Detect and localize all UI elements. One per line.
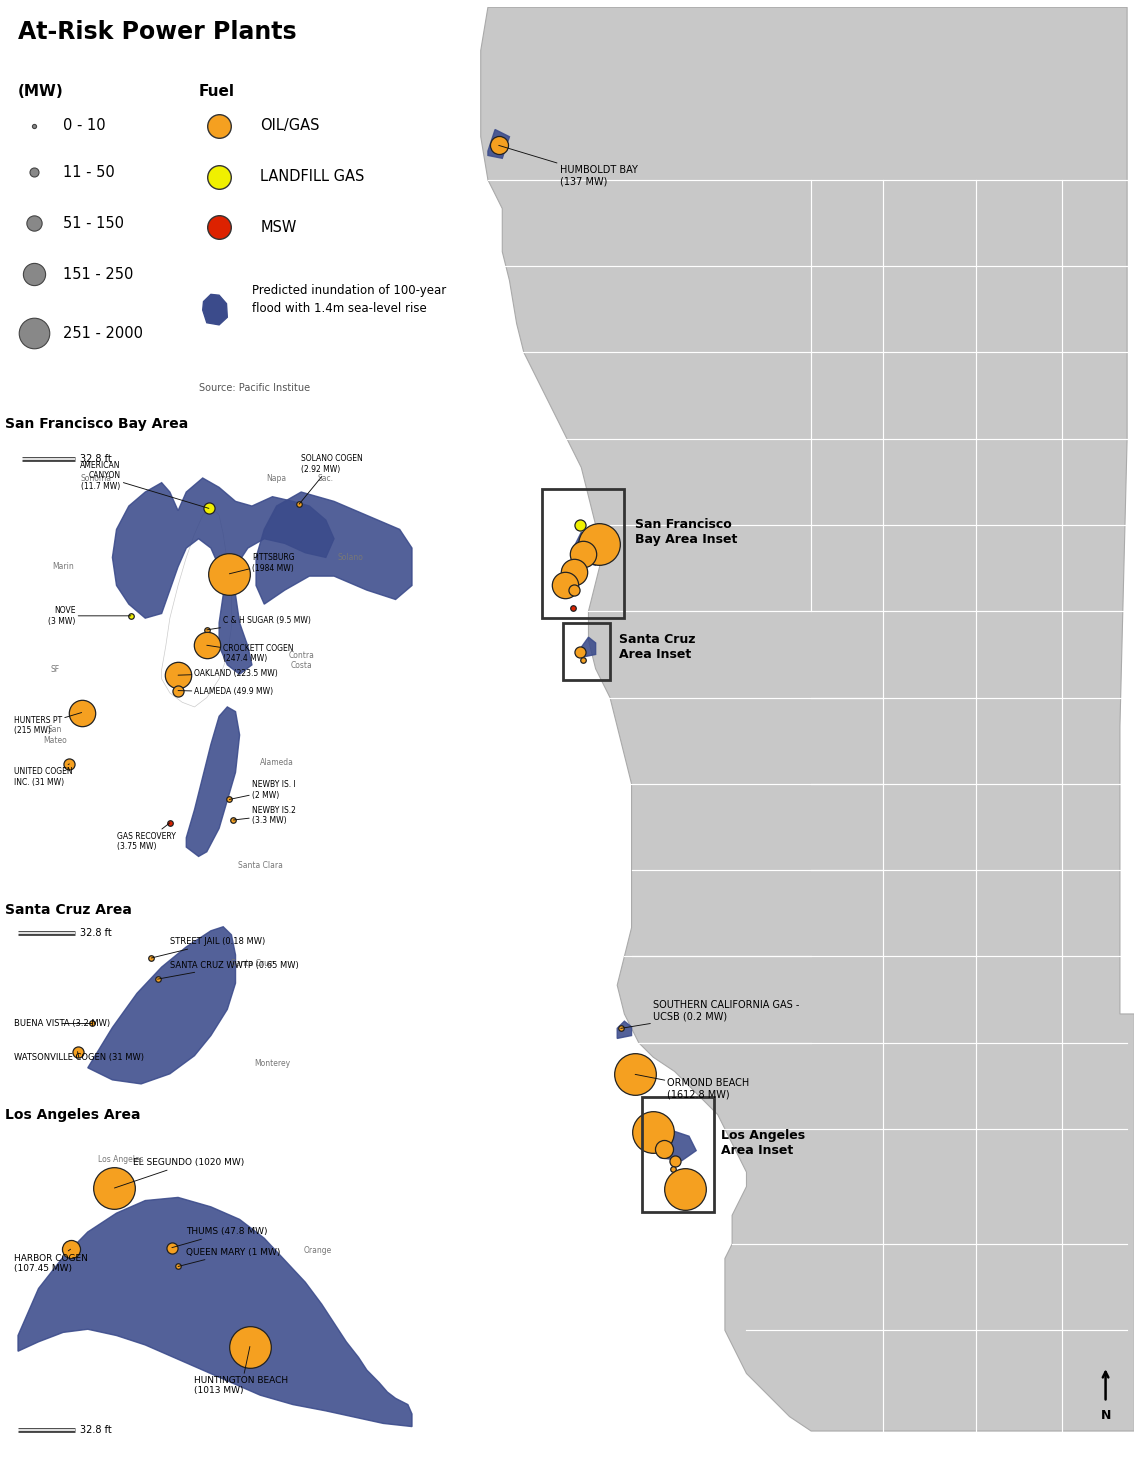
Text: AMERICAN
CANYON
(11.7 MW): AMERICAN CANYON (11.7 MW) bbox=[80, 461, 209, 508]
Text: SF: SF bbox=[50, 666, 59, 675]
Text: Santa Cruz Area: Santa Cruz Area bbox=[5, 902, 132, 917]
Bar bbox=[642, 1098, 714, 1212]
Text: 151 - 250: 151 - 250 bbox=[63, 267, 133, 282]
Bar bbox=[542, 489, 625, 619]
Text: Fuel: Fuel bbox=[198, 83, 235, 98]
Text: UNITED COGEN
INC. (31 MW): UNITED COGEN INC. (31 MW) bbox=[14, 764, 73, 787]
Polygon shape bbox=[88, 927, 236, 1083]
Polygon shape bbox=[653, 1129, 697, 1161]
Text: NEWBY IS.2
(3.3 MW): NEWBY IS.2 (3.3 MW) bbox=[234, 806, 295, 825]
Text: HUMBOLDT BAY
(137 MW): HUMBOLDT BAY (137 MW) bbox=[498, 146, 637, 187]
Text: 32.8 ft: 32.8 ft bbox=[80, 927, 112, 937]
Text: Alameda: Alameda bbox=[260, 759, 293, 768]
Text: Orange: Orange bbox=[303, 1247, 332, 1256]
Text: LANDFILL GAS: LANDFILL GAS bbox=[260, 169, 365, 184]
Text: THUMS (47.8 MW): THUMS (47.8 MW) bbox=[172, 1228, 268, 1248]
Text: (MW): (MW) bbox=[18, 83, 64, 98]
Text: 251 - 2000: 251 - 2000 bbox=[63, 326, 144, 340]
Polygon shape bbox=[488, 130, 510, 158]
Text: Santa Clara: Santa Clara bbox=[238, 861, 283, 870]
Text: OAKLAND (223.5 MW): OAKLAND (223.5 MW) bbox=[178, 669, 278, 677]
Text: Santa Cruz: Santa Cruz bbox=[231, 959, 272, 968]
Text: C & H SUGAR (9.5 MW): C & H SUGAR (9.5 MW) bbox=[206, 616, 311, 629]
Text: Los Angeles
Area Inset: Los Angeles Area Inset bbox=[722, 1130, 806, 1158]
Text: STREET JAIL (0.18 MW): STREET JAIL (0.18 MW) bbox=[152, 937, 266, 958]
Text: HARBOR COGEN
(107.45 MW): HARBOR COGEN (107.45 MW) bbox=[14, 1250, 88, 1273]
Text: Napa: Napa bbox=[267, 473, 286, 482]
Text: Sac.: Sac. bbox=[318, 473, 334, 482]
Text: NEWBY IS. I
(2 MW): NEWBY IS. I (2 MW) bbox=[229, 781, 295, 800]
Text: ORMOND BEACH
(1612.8 MW): ORMOND BEACH (1612.8 MW) bbox=[635, 1075, 750, 1099]
Polygon shape bbox=[575, 533, 603, 565]
Polygon shape bbox=[638, 1064, 653, 1082]
Text: EL SEGUNDO (1020 MW): EL SEGUNDO (1020 MW) bbox=[114, 1158, 244, 1188]
Text: Monterey: Monterey bbox=[254, 1060, 291, 1069]
Polygon shape bbox=[256, 492, 412, 604]
Text: QUEEN MARY (1 MW): QUEEN MARY (1 MW) bbox=[178, 1248, 280, 1266]
Text: HUNTERS PT
(215 MW): HUNTERS PT (215 MW) bbox=[14, 712, 82, 736]
Polygon shape bbox=[162, 507, 231, 707]
Text: San Francisco Bay Area: San Francisco Bay Area bbox=[5, 418, 188, 431]
Text: NOVE
(3 MW): NOVE (3 MW) bbox=[48, 606, 131, 625]
Text: Santa Cruz
Area Inset: Santa Cruz Area Inset bbox=[619, 634, 695, 661]
Text: HUNTINGTON BEACH
(1013 MW): HUNTINGTON BEACH (1013 MW) bbox=[195, 1346, 288, 1396]
Text: Solano: Solano bbox=[337, 553, 364, 562]
Polygon shape bbox=[113, 477, 334, 675]
Text: At-Risk Power Plants: At-Risk Power Plants bbox=[18, 20, 296, 44]
Text: N: N bbox=[1100, 1409, 1110, 1422]
Text: Predicted inundation of 100-year
flood with 1.4m sea-level rise: Predicted inundation of 100-year flood w… bbox=[252, 283, 446, 315]
Text: Los Angeles Area: Los Angeles Area bbox=[5, 1108, 140, 1123]
Polygon shape bbox=[581, 637, 595, 657]
Text: Sonoma: Sonoma bbox=[81, 473, 112, 482]
Text: 11 - 50: 11 - 50 bbox=[63, 165, 115, 180]
Text: Los Angeles: Los Angeles bbox=[98, 1155, 144, 1164]
Text: BUENA VISTA (3.2 MW): BUENA VISTA (3.2 MW) bbox=[14, 1019, 111, 1028]
Text: GAS RECOVERY
(3.75 MW): GAS RECOVERY (3.75 MW) bbox=[116, 823, 176, 851]
Bar bbox=[563, 623, 610, 680]
Text: Source: Pacific Institue: Source: Pacific Institue bbox=[198, 384, 310, 393]
Text: SANTA CRUZ WWTP (0.65 MW): SANTA CRUZ WWTP (0.65 MW) bbox=[157, 961, 299, 980]
Polygon shape bbox=[186, 707, 239, 857]
Text: MSW: MSW bbox=[260, 220, 296, 235]
Polygon shape bbox=[617, 1021, 632, 1038]
Text: 32.8 ft: 32.8 ft bbox=[80, 454, 112, 464]
Text: SOUTHERN CALIFORNIA GAS -
UCSB (0.2 MW): SOUTHERN CALIFORNIA GAS - UCSB (0.2 MW) bbox=[621, 1000, 799, 1028]
Text: PITTSBURG
(1984 MW): PITTSBURG (1984 MW) bbox=[229, 553, 294, 574]
Polygon shape bbox=[18, 1197, 412, 1426]
Polygon shape bbox=[481, 7, 1134, 1431]
Text: CROCKETT COGEN
(247.4 MW): CROCKETT COGEN (247.4 MW) bbox=[206, 644, 294, 663]
Text: SOLANO COGEN
(2.92 MW): SOLANO COGEN (2.92 MW) bbox=[299, 454, 363, 504]
Text: 0 - 10: 0 - 10 bbox=[63, 118, 106, 133]
Text: OIL/GAS: OIL/GAS bbox=[260, 118, 319, 133]
Text: 32.8 ft: 32.8 ft bbox=[80, 1425, 112, 1435]
Text: San Francisco
Bay Area Inset: San Francisco Bay Area Inset bbox=[635, 518, 738, 546]
Text: San
Mateo: San Mateo bbox=[43, 726, 67, 745]
Polygon shape bbox=[203, 295, 227, 326]
Text: WATSONVILLE COGEN (31 MW): WATSONVILLE COGEN (31 MW) bbox=[14, 1051, 144, 1063]
Text: Contra
Costa: Contra Costa bbox=[288, 651, 315, 670]
Text: ALAMEDA (49.9 MW): ALAMEDA (49.9 MW) bbox=[178, 688, 274, 696]
Text: 51 - 150: 51 - 150 bbox=[63, 216, 124, 231]
Text: Marin: Marin bbox=[52, 562, 74, 571]
